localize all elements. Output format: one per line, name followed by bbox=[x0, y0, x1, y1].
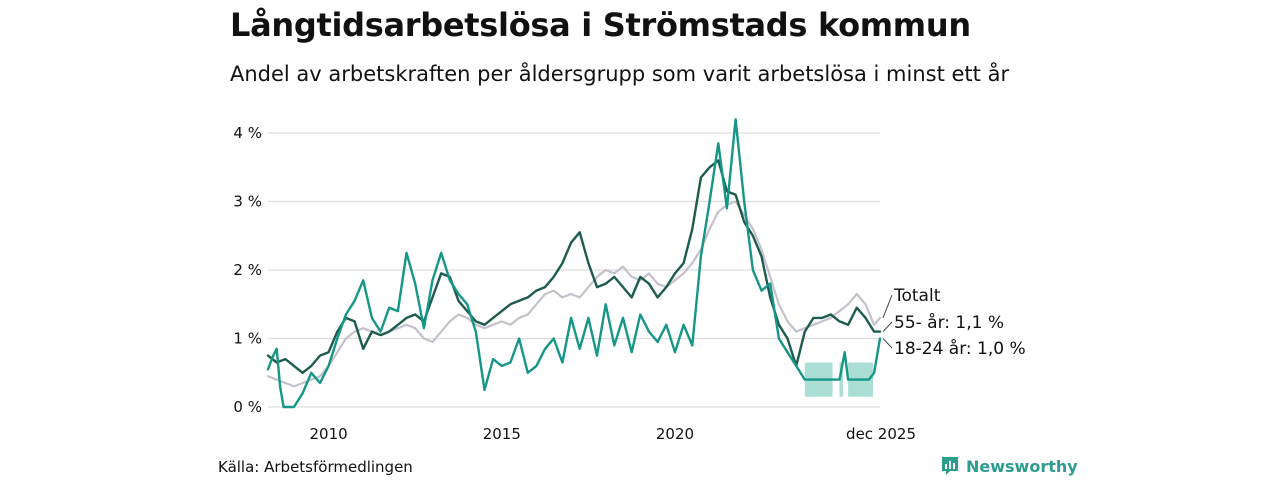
chart-title: Långtidsarbetslösa i Strömstads kommun bbox=[230, 6, 971, 44]
source-note: Källa: Arbetsförmedlingen bbox=[218, 458, 413, 476]
y-tick-label: 0 % bbox=[233, 398, 262, 416]
x-tick-label: dec 2025 bbox=[846, 425, 916, 443]
legend-leader-line bbox=[882, 338, 893, 349]
grid-lines bbox=[268, 132, 880, 408]
newsworthy-chart-icon bbox=[942, 457, 958, 475]
series-line-totalt bbox=[266, 200, 882, 388]
brand-name: Newsworthy bbox=[966, 456, 1078, 476]
series-line-55-r bbox=[266, 159, 882, 374]
series-line-18-24-r bbox=[266, 118, 882, 409]
legend-leader-line bbox=[882, 321, 893, 332]
legend-label: 55- år: 1,1 % bbox=[894, 312, 1004, 333]
line-legend: Totalt 55- år: 1,1 % 18-24 år: 1,0 % bbox=[882, 286, 1026, 359]
y-tick-label: 3 % bbox=[233, 193, 262, 211]
y-tick-label: 2 % bbox=[233, 261, 262, 279]
y-tick-label: 4 % bbox=[233, 124, 262, 142]
y-tick-label: 1 % bbox=[233, 330, 262, 348]
legend-leader-line bbox=[882, 294, 893, 319]
x-tick-label: 2020 bbox=[656, 425, 694, 443]
brand-logo[interactable]: Newsworthy bbox=[940, 455, 1078, 477]
x-tick-label: 2015 bbox=[483, 425, 521, 443]
uncertainty-band-1 bbox=[839, 362, 843, 397]
legend-label: Totalt bbox=[893, 286, 941, 306]
series-lines bbox=[266, 118, 882, 409]
legend-label: 18-24 år: 1,0 % bbox=[894, 338, 1026, 359]
chart-subtitle: Andel av arbetskraften per åldersgrupp s… bbox=[230, 62, 1010, 86]
x-tick-label: 2010 bbox=[310, 425, 348, 443]
axis-labels: 0 % 1 % 2 % 3 % 4 % 2010 2015 2020 dec 2025 bbox=[233, 124, 916, 443]
